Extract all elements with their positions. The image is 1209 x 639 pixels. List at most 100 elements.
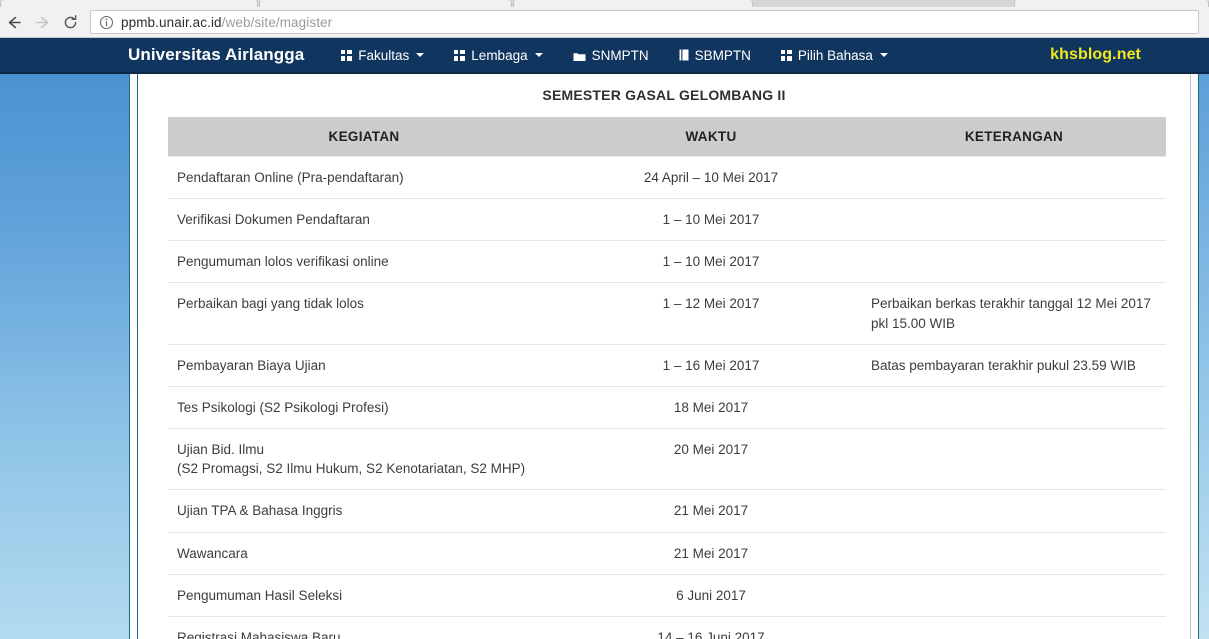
cell-keterangan [862, 573, 1166, 617]
chevron-down-icon [879, 53, 888, 57]
grid-icon [454, 49, 466, 61]
table-row: Ujian TPA & Bahasa Inggris 21 Mei 2017 [168, 489, 1166, 533]
reload-button[interactable] [56, 8, 84, 36]
cell-waktu: 21 Mei 2017 [560, 489, 862, 533]
url-host: ppmb.unair.ac.id [121, 14, 222, 30]
site-logo[interactable]: khsblog.net [1050, 46, 1141, 63]
back-button[interactable] [0, 8, 28, 36]
content-border-right-outer [1198, 74, 1199, 639]
cell-kegiatan: Pengumuman Hasil Seleksi [168, 573, 560, 617]
cell-kegiatan: Ujian TPA & Bahasa Inggris [168, 489, 560, 533]
browser-toolbar: ppmb.unair.ac.id/web/site/magister [0, 7, 1209, 37]
content-border-left-inner [137, 74, 138, 639]
site-brand[interactable]: Universitas Airlangga [128, 45, 305, 64]
cell-waktu: 1 – 10 Mei 2017 [560, 198, 862, 241]
section-title: SEMESTER GASAL GELOMBANG II [542, 87, 786, 103]
nav-item-label: Lembaga [471, 47, 528, 63]
nav-item-lembaga[interactable]: Lembaga [439, 48, 557, 63]
cell-kegiatan: Perbaikan bagi yang tidak lolos [168, 282, 560, 345]
table-body: Pendaftaran Online (Pra-pendaftaran) 24 A… [168, 155, 1166, 639]
cell-waktu: 14 – 16 Juni 2017 [560, 615, 862, 639]
table-row: Pembayaran Biaya Ujian 1 – 16 Mei 2017 Bat… [168, 343, 1166, 387]
table-row: Wawancara 21 Mei 2017 [168, 531, 1166, 575]
cell-waktu: 18 Mei 2017 [560, 385, 862, 429]
cell-keterangan: Batas pembayaran terakhir pukul 23.59 WI… [862, 343, 1166, 387]
table-head: KEGIATAN WAKTU KETERANGAN [168, 117, 1166, 157]
grid-icon [780, 49, 792, 61]
address-bar[interactable]: ppmb.unair.ac.id/web/site/magister [90, 10, 1199, 34]
table-row: Tes Psikologi (S2 Psikologi Profesi) 18 M… [168, 385, 1166, 429]
right-decoration-panel [1199, 74, 1209, 639]
cell-waktu: 1 – 10 Mei 2017 [560, 240, 862, 283]
cell-waktu: 20 Mei 2017 [560, 428, 862, 490]
cell-keterangan [862, 385, 1166, 429]
grid-icon [341, 49, 353, 61]
browser-chrome: ppmb.unair.ac.id/web/site/magister [0, 0, 1209, 38]
cell-waktu: 1 – 16 Mei 2017 [560, 343, 862, 387]
navbar-menu: Fakultas Lembaga SNMPTN [326, 48, 903, 63]
web-page: Universitas Airlangga Fakultas Lembaga S… [0, 38, 1209, 639]
cell-kegiatan: Verifikasi Dokumen Pendaftaran [168, 198, 560, 241]
url-path: /web/site/magister [221, 14, 333, 30]
nav-item-fakultas[interactable]: Fakultas [326, 48, 439, 63]
cell-keterangan [862, 531, 1166, 575]
left-decoration-panel [0, 74, 129, 639]
book-icon [679, 49, 689, 61]
table-row: Pengumuman Hasil Seleksi 6 Juni 2017 [168, 573, 1166, 617]
cell-keterangan [862, 615, 1166, 639]
cell-kegiatan: Pendaftaran Online (Pra-pendaftaran) [168, 155, 560, 199]
cell-waktu: 6 Juni 2017 [560, 573, 862, 617]
nav-item-label: SBMPTN [694, 47, 751, 63]
nav-item-sbmptn[interactable]: SBMPTN [664, 48, 766, 63]
cell-kegiatan: Ujian Bid. Ilmu (S2 Promagsi, S2 Ilmu Huk… [168, 428, 560, 490]
site-navbar: Universitas Airlangga Fakultas Lembaga S… [0, 38, 1209, 74]
browser-tab[interactable] [1014, 0, 1209, 7]
nav-item-label: Pilih Bahasa [797, 47, 873, 63]
main-content: SEMESTER GASAL GELOMBANG II KEGIATAN WAK… [138, 74, 1190, 639]
column-header-kegiatan: KEGIATAN [168, 117, 560, 157]
browser-tab[interactable] [259, 0, 512, 7]
nav-item-pilih-bahasa[interactable]: Pilih Bahasa [766, 48, 903, 63]
folder-icon [573, 50, 586, 61]
cell-keterangan [862, 155, 1166, 199]
table-row: Ujian Bid. Ilmu (S2 Promagsi, S2 Ilmu Huk… [168, 428, 1166, 490]
table-row: Verifikasi Dokumen Pendaftaran 1 – 10 Mei… [168, 198, 1166, 241]
nav-item-label: Fakultas [358, 47, 410, 63]
cell-keterangan [862, 240, 1166, 283]
cell-keterangan [862, 428, 1166, 490]
browser-tab[interactable] [513, 0, 753, 7]
cell-keterangan [862, 198, 1166, 241]
nav-item-snmptn[interactable]: SNMPTN [558, 48, 664, 63]
table-row: Pendaftaran Online (Pra-pendaftaran) 24 A… [168, 155, 1166, 199]
reload-icon [62, 14, 79, 31]
browser-tab[interactable] [0, 0, 258, 7]
cell-kegiatan: Wawancara [168, 531, 560, 575]
nav-item-label: SNMPTN [591, 47, 649, 63]
schedule-table: KEGIATAN WAKTU KETERANGAN Pendaftaran On… [168, 117, 1166, 639]
chevron-down-icon [534, 53, 543, 57]
site-info-icon[interactable] [99, 15, 114, 30]
cell-kegiatan: Registrasi Mahasiswa Baru [168, 615, 560, 639]
table-header-row: KEGIATAN WAKTU KETERANGAN [168, 117, 1166, 157]
chevron-down-icon [416, 53, 425, 57]
back-arrow-icon [6, 14, 23, 31]
cell-kegiatan: Tes Psikologi (S2 Psikologi Profesi) [168, 385, 560, 429]
cell-waktu: 24 April – 10 Mei 2017 [560, 155, 862, 199]
content-border-left-outer [129, 74, 130, 639]
column-header-keterangan: KETERANGAN [862, 117, 1166, 157]
cell-keterangan [862, 489, 1166, 533]
cell-waktu: 21 Mei 2017 [560, 531, 862, 575]
cell-kegiatan: Pengumuman lolos verifikasi online [168, 240, 560, 283]
cell-keterangan: Perbaikan berkas terakhir tanggal 12 Mei… [862, 282, 1166, 345]
forward-button[interactable] [28, 8, 56, 36]
cell-waktu: 1 – 12 Mei 2017 [560, 282, 862, 345]
table-row: Perbaikan bagi yang tidak lolos 1 – 12 Me… [168, 282, 1166, 345]
content-border-right-inner [1190, 74, 1191, 639]
forward-arrow-icon [34, 14, 51, 31]
table-row: Pengumuman lolos verifikasi online 1 – 10… [168, 240, 1166, 283]
table-row: Registrasi Mahasiswa Baru 14 – 16 Juni 20… [168, 615, 1166, 639]
browser-tab-strip [0, 0, 1209, 7]
address-bar-text: ppmb.unair.ac.id/web/site/magister [121, 15, 332, 30]
cell-kegiatan: Pembayaran Biaya Ujian [168, 343, 560, 387]
column-header-waktu: WAKTU [560, 117, 862, 157]
